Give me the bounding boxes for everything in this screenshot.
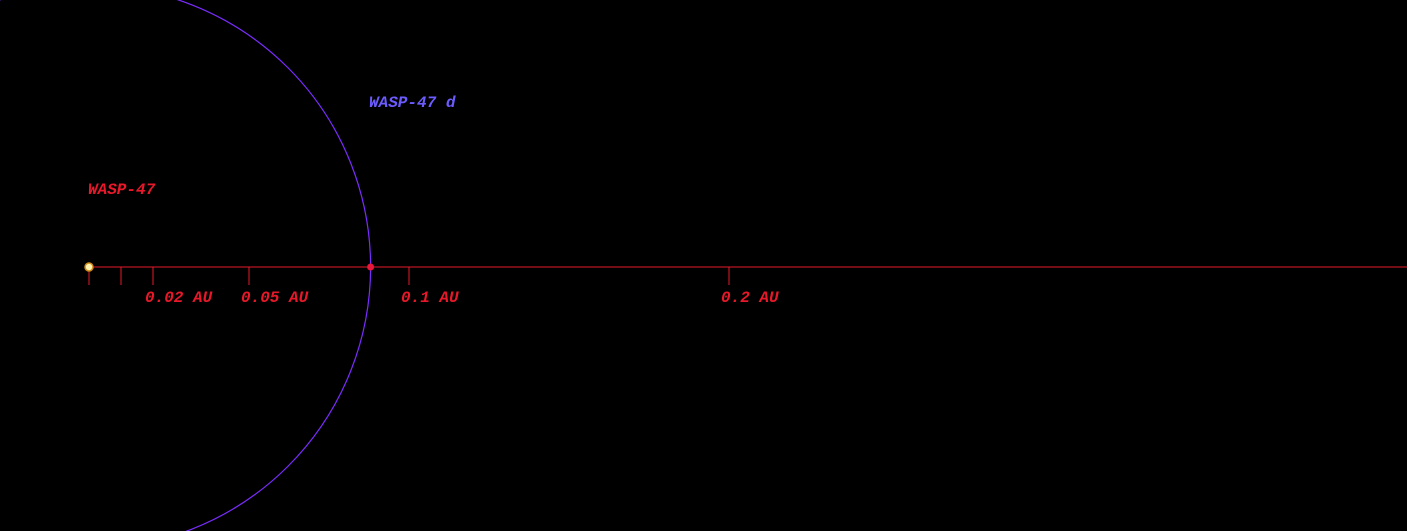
axis-tick-label: 0.1 AU xyxy=(401,289,459,307)
axis-tick-label: 0.05 AU xyxy=(241,289,309,307)
planet-label-wasp-47-d: WASP-47 d xyxy=(369,94,456,112)
star-dot-icon xyxy=(84,262,94,272)
axis-tick-labels: 0.02 AU 0.05 AU 0.1 AU 0.2 AU xyxy=(145,289,779,307)
axis-tick-label: 0.02 AU xyxy=(145,289,213,307)
planet-dot-icon xyxy=(367,263,375,271)
axis-ticks xyxy=(88,267,730,285)
orbit-wasp-47-d xyxy=(0,0,372,531)
star-label: WASP-47 xyxy=(88,181,156,199)
axis-tick-label: 0.2 AU xyxy=(721,289,779,307)
